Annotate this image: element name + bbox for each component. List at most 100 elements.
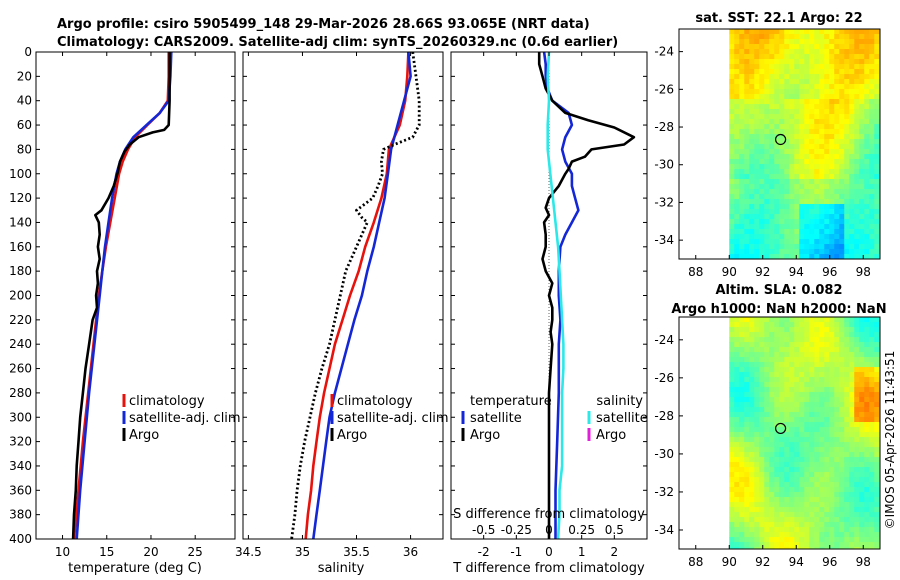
map-cell bbox=[834, 144, 840, 150]
map-cell bbox=[834, 94, 840, 100]
map-cell bbox=[844, 84, 850, 90]
map-cell bbox=[814, 432, 820, 438]
map-cell bbox=[739, 34, 745, 40]
map-cell bbox=[819, 527, 825, 533]
map-cell bbox=[779, 64, 785, 70]
map-cell bbox=[804, 537, 810, 543]
map-cell bbox=[799, 372, 805, 378]
map-cell bbox=[734, 189, 740, 195]
map-cell bbox=[859, 44, 865, 50]
map-cell bbox=[779, 74, 785, 80]
map-cell bbox=[734, 49, 740, 55]
map-cell bbox=[749, 244, 755, 250]
map-cell bbox=[739, 347, 745, 353]
map-cell bbox=[859, 224, 865, 230]
map-cell bbox=[849, 129, 855, 135]
map-cell bbox=[799, 362, 805, 368]
map-cell bbox=[869, 342, 875, 348]
map-cell bbox=[769, 64, 775, 70]
map-cell bbox=[844, 249, 850, 255]
map-cell bbox=[799, 184, 805, 190]
map-cell bbox=[739, 154, 745, 160]
map-cell bbox=[859, 49, 865, 55]
map-cell bbox=[869, 234, 875, 240]
map-cell bbox=[814, 487, 820, 493]
map-cell bbox=[814, 179, 820, 185]
map-cell bbox=[864, 104, 870, 110]
map-cell bbox=[844, 164, 850, 170]
map-cell bbox=[819, 64, 825, 70]
map-cell bbox=[869, 422, 875, 428]
map-cell bbox=[869, 174, 875, 180]
map-cell bbox=[864, 337, 870, 343]
map-cell bbox=[774, 402, 780, 408]
map-cell bbox=[809, 517, 815, 523]
map-cell bbox=[789, 139, 795, 145]
map-cell bbox=[809, 194, 815, 200]
map-cell bbox=[809, 542, 815, 548]
map-cell bbox=[754, 497, 760, 503]
map-cell bbox=[754, 522, 760, 528]
map-cell bbox=[819, 467, 825, 473]
map-cell bbox=[824, 537, 830, 543]
map-cell bbox=[744, 89, 750, 95]
map-cell bbox=[779, 169, 785, 175]
map-cell bbox=[804, 64, 810, 70]
map-cell bbox=[844, 39, 850, 45]
map-cell bbox=[829, 542, 835, 548]
map-cell bbox=[859, 129, 865, 135]
map-cell bbox=[824, 54, 830, 60]
map-cell bbox=[784, 332, 790, 338]
map-cell bbox=[859, 522, 865, 528]
map-cell bbox=[729, 397, 735, 403]
map-cell bbox=[809, 447, 815, 453]
map-cell bbox=[819, 412, 825, 418]
map-cell bbox=[744, 407, 750, 413]
map-cell bbox=[824, 482, 830, 488]
map-cell bbox=[729, 139, 735, 145]
map-cell bbox=[844, 34, 850, 40]
map-cell bbox=[749, 204, 755, 210]
map-cell bbox=[829, 322, 835, 328]
legend-t-satellite-label: satellite bbox=[470, 411, 522, 426]
map-cell bbox=[854, 209, 860, 215]
map-cell bbox=[829, 467, 835, 473]
map-cell bbox=[839, 472, 845, 478]
map-cell bbox=[754, 512, 760, 518]
title-line-1: Argo profile: csiro 5905499_148 29-Mar-2… bbox=[57, 17, 590, 32]
map-cell bbox=[869, 49, 875, 55]
map-cell bbox=[859, 442, 865, 448]
map-cell bbox=[734, 59, 740, 65]
map-cell bbox=[729, 144, 735, 150]
map-cell bbox=[739, 169, 745, 175]
legend-salinity-title: salinity bbox=[596, 394, 643, 409]
map-cell bbox=[749, 109, 755, 115]
map-cell bbox=[784, 522, 790, 528]
map-cell bbox=[734, 114, 740, 120]
map-cell bbox=[809, 144, 815, 150]
map-cell bbox=[779, 189, 785, 195]
map-cell bbox=[839, 462, 845, 468]
map-cell bbox=[759, 84, 765, 90]
map-cell bbox=[759, 79, 765, 85]
map-cell bbox=[734, 229, 740, 235]
map-cell bbox=[849, 229, 855, 235]
map-cell bbox=[864, 194, 870, 200]
map-cell bbox=[864, 342, 870, 348]
map-cell bbox=[839, 74, 845, 80]
map-cell bbox=[789, 472, 795, 478]
map-cell bbox=[864, 74, 870, 80]
map-cell bbox=[779, 94, 785, 100]
map-cell bbox=[864, 254, 870, 259]
map-cell bbox=[804, 332, 810, 338]
map-cell bbox=[789, 59, 795, 65]
salinity-legend: climatology satellite-adj. clim Argo bbox=[330, 394, 449, 443]
map-cell bbox=[779, 412, 785, 418]
map-cell bbox=[869, 512, 875, 518]
map-cell bbox=[804, 327, 810, 333]
map-cell bbox=[824, 64, 830, 70]
map-cell bbox=[734, 442, 740, 448]
map-cell bbox=[769, 547, 775, 549]
map-cell bbox=[809, 154, 815, 160]
map-cell bbox=[729, 527, 735, 533]
